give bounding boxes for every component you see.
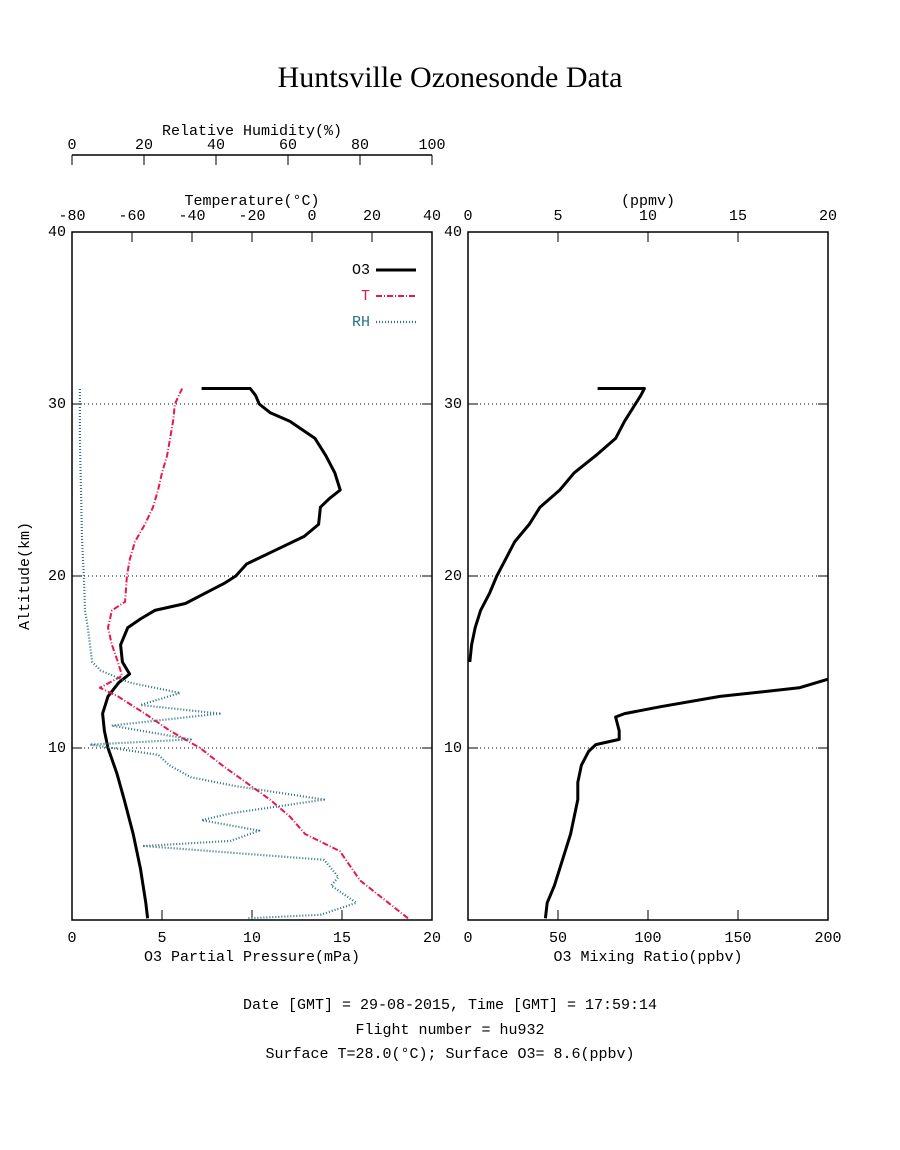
x3-tick-label: 0 bbox=[67, 137, 76, 154]
y-tick-label: 20 bbox=[444, 568, 462, 585]
x-tick-label: 150 bbox=[724, 930, 751, 947]
x3-tick-label: 60 bbox=[279, 137, 297, 154]
x2-tick-label: 0 bbox=[463, 208, 472, 225]
x-tick-label: 50 bbox=[549, 930, 567, 947]
footer-line: Surface T=28.0(°C); Surface O3= 8.6(ppbv… bbox=[265, 1046, 634, 1063]
x-tick-label: 200 bbox=[814, 930, 841, 947]
x2-tick-label: 20 bbox=[363, 208, 381, 225]
y-axis-label: Altitude(km) bbox=[17, 522, 34, 630]
x2-axis-label: Temperature(°C) bbox=[184, 193, 319, 210]
profile-line bbox=[468, 387, 829, 919]
x-tick-label: 15 bbox=[333, 930, 351, 947]
footer-line: Date [GMT] = 29-08-2015, Time [GMT] = 17… bbox=[243, 997, 657, 1014]
x-tick-label: 5 bbox=[157, 930, 166, 947]
x2-tick-label: 20 bbox=[819, 208, 837, 225]
x-tick-label: 100 bbox=[634, 930, 661, 947]
x3-axis-label: Relative Humidity(%) bbox=[162, 123, 342, 140]
y-tick-label: 10 bbox=[444, 740, 462, 757]
x2-tick-label: 10 bbox=[639, 208, 657, 225]
x2-tick-label: 0 bbox=[307, 208, 316, 225]
y-tick-label: 40 bbox=[444, 224, 462, 241]
x2-tick-label: -20 bbox=[238, 208, 265, 225]
x3-tick-label: 40 bbox=[207, 137, 225, 154]
profile-line bbox=[78, 388, 358, 920]
y-tick-label: 30 bbox=[48, 396, 66, 413]
x-tick-label: 0 bbox=[67, 930, 76, 947]
y-tick-label: 40 bbox=[48, 224, 66, 241]
x-axis-label: O3 Mixing Ratio(ppbv) bbox=[553, 949, 742, 966]
x3-tick-label: 80 bbox=[351, 137, 369, 154]
x3-tick-label: 100 bbox=[418, 137, 445, 154]
footer-line: Flight number = hu932 bbox=[355, 1022, 544, 1039]
x-tick-label: 20 bbox=[423, 930, 441, 947]
x2-tick-label: -80 bbox=[58, 208, 85, 225]
x2-tick-label: 40 bbox=[423, 208, 441, 225]
x2-axis-label: (ppmv) bbox=[621, 193, 675, 210]
x-tick-label: 10 bbox=[243, 930, 261, 947]
x3-tick-label: 20 bbox=[135, 137, 153, 154]
y-tick-label: 20 bbox=[48, 568, 66, 585]
legend-label: O3 bbox=[352, 262, 370, 279]
legend-label: RH bbox=[352, 314, 370, 331]
x2-tick-label: -60 bbox=[118, 208, 145, 225]
x-axis-label: O3 Partial Pressure(mPa) bbox=[144, 949, 360, 966]
chart-title: Huntsville Ozonesonde Data bbox=[278, 61, 623, 94]
y-tick-label: 10 bbox=[48, 740, 66, 757]
x-tick-label: 0 bbox=[463, 930, 472, 947]
x2-tick-label: -40 bbox=[178, 208, 205, 225]
x2-tick-label: 5 bbox=[553, 208, 562, 225]
y-tick-label: 30 bbox=[444, 396, 462, 413]
x2-tick-label: 15 bbox=[729, 208, 747, 225]
profile-line bbox=[98, 388, 409, 920]
profile-line bbox=[101, 387, 342, 919]
legend-label: T bbox=[361, 288, 370, 305]
